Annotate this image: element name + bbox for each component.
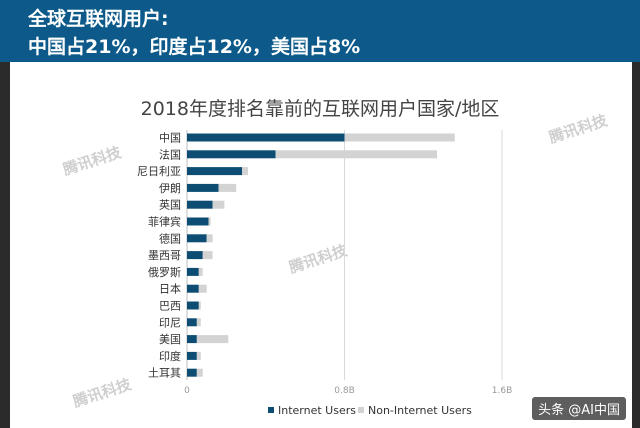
- banner-subtitle: 中国占21%，印度占12%，美国占8%: [28, 36, 361, 58]
- bar-non-internet-users: [196, 318, 201, 327]
- bar-non-internet-users: [196, 335, 229, 344]
- bar-internet-users: [187, 167, 243, 176]
- bar-non-internet-users: [198, 267, 203, 276]
- category-label: 菲律宾: [148, 215, 181, 229]
- legend-swatch: [268, 407, 274, 413]
- category-label: 印尼: [159, 316, 181, 329]
- category-label: 法国: [159, 147, 181, 161]
- right-border: [632, 62, 640, 428]
- bar-internet-users: [187, 234, 207, 243]
- bar-internet-users: [187, 217, 209, 226]
- category-label: 美国: [159, 333, 181, 346]
- x-tick-label: 0.8B: [334, 386, 355, 396]
- bar-internet-users: [187, 335, 197, 344]
- bar-internet-users: [187, 267, 199, 276]
- bar-internet-users: [187, 368, 197, 377]
- category-label: 德国: [159, 231, 181, 245]
- legend-label: Non-Internet Users: [368, 404, 472, 417]
- category-label: 墨西哥: [148, 249, 181, 262]
- bar-internet-users: [187, 200, 213, 209]
- bar-internet-users: [187, 318, 197, 327]
- bar-non-internet-users: [212, 200, 225, 209]
- chart-title: 2018年度排名靠前的互联网用户国家/地区: [140, 98, 500, 120]
- category-label: 尼日利亚: [137, 165, 181, 178]
- legend-swatch: [358, 407, 364, 413]
- header-banner: 全球互联网用户: 中国占21%，印度占12%，美国占8%: [0, 0, 640, 62]
- bar-non-internet-users: [202, 251, 213, 260]
- left-border: [0, 62, 10, 428]
- legend-label: Internet Users: [278, 404, 356, 417]
- category-label: 巴西: [159, 300, 181, 313]
- bar-internet-users: [187, 251, 203, 260]
- bar-non-internet-users: [275, 150, 438, 159]
- bar-non-internet-users: [198, 301, 201, 310]
- bar-internet-users: [187, 351, 197, 360]
- bar-non-internet-users: [218, 183, 237, 192]
- banner-title: 全球互联网用户:: [28, 8, 169, 30]
- bar-non-internet-users: [242, 167, 249, 176]
- bar-non-internet-users: [208, 217, 211, 226]
- category-label: 中国: [159, 132, 181, 145]
- bar-internet-users: [187, 133, 345, 142]
- bar-internet-users: [187, 150, 276, 159]
- bar-non-internet-users: [196, 351, 201, 360]
- category-label: 伊朗: [159, 182, 181, 195]
- category-label: 土耳其: [148, 367, 181, 380]
- bar-internet-users: [187, 284, 199, 293]
- category-label: 俄罗斯: [148, 266, 181, 279]
- category-label: 日本: [159, 282, 181, 296]
- bar-non-internet-users: [344, 133, 455, 142]
- bar-internet-users: [187, 301, 199, 310]
- footer-credit: 头条 @AI中国: [532, 397, 626, 420]
- category-label: 英国: [159, 198, 181, 212]
- bar-non-internet-users: [196, 368, 203, 377]
- bar-non-internet-users: [206, 234, 213, 243]
- x-tick-label: 0: [184, 386, 190, 396]
- bar-non-internet-users: [198, 284, 207, 293]
- x-tick-label: 1.6B: [492, 386, 513, 396]
- bar-internet-users: [187, 183, 219, 192]
- category-label: 印度: [159, 349, 181, 363]
